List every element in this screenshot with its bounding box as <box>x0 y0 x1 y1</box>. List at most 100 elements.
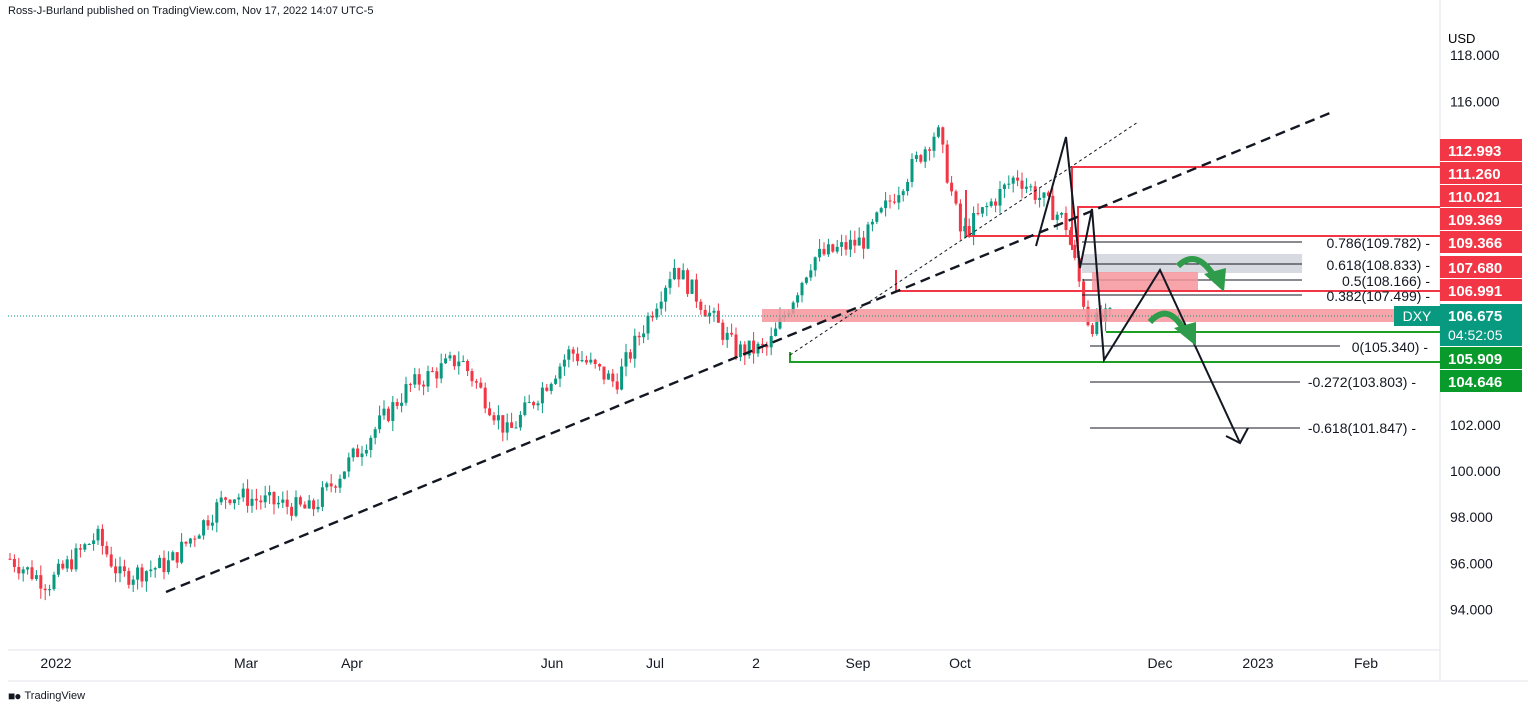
candle-body <box>743 344 747 356</box>
y-axis-ticks: 118.000 116.000 102.000 100.000 98.000 96.000… <box>1450 47 1501 617</box>
candle-body <box>74 548 78 570</box>
candle-body <box>567 349 571 360</box>
candle-body <box>1024 186 1028 189</box>
x-tick-label: Jun <box>541 655 564 671</box>
y-tick-label: 94.000 <box>1450 602 1493 618</box>
symbol-tag[interactable] <box>1394 306 1440 326</box>
candle-body <box>312 500 316 510</box>
candle-body <box>254 498 258 501</box>
projection-arrowhead <box>1225 427 1249 445</box>
candle-body <box>1095 312 1099 334</box>
candle-body <box>61 563 65 569</box>
y-tick-label: 98.000 <box>1450 509 1493 525</box>
candle-body <box>122 566 126 572</box>
candle-body <box>241 488 245 498</box>
candle-body <box>56 563 60 575</box>
candle-body <box>224 497 228 500</box>
candle-body <box>272 492 276 505</box>
candle-body <box>985 206 989 208</box>
candle-body <box>382 408 386 416</box>
candle-body <box>83 544 87 550</box>
candle-body <box>162 557 166 573</box>
candle-body <box>694 279 698 302</box>
candle-body <box>492 415 496 421</box>
candle-body <box>888 200 892 202</box>
x-tick-label: Apr <box>341 655 363 671</box>
inner-trendline-dotted <box>789 121 1139 356</box>
candle-body <box>219 497 223 503</box>
candle-body <box>483 387 487 409</box>
candle-body <box>237 497 241 500</box>
candle-body <box>1033 186 1037 200</box>
x-tick-label: Sep <box>846 655 871 671</box>
candle-body <box>378 415 382 430</box>
candle-body <box>281 499 285 503</box>
candle-body <box>822 248 826 255</box>
candle-body <box>800 282 804 296</box>
candle-body <box>870 221 874 225</box>
candles-layer <box>8 125 1112 601</box>
fib-level-label: 0.618(108.833) - <box>1326 257 1430 273</box>
candle-body <box>813 257 817 271</box>
candle-body <box>593 359 597 364</box>
candle-body <box>690 279 694 294</box>
candle-body <box>989 201 993 207</box>
candle-body <box>1038 197 1042 200</box>
candle-body <box>826 244 830 255</box>
candle-body <box>576 353 580 362</box>
candle-body <box>818 248 822 258</box>
candle-body <box>298 497 302 505</box>
candle-body <box>540 387 544 404</box>
candle-body <box>488 408 492 416</box>
candle-body <box>664 287 668 302</box>
currency-label: USD <box>1448 31 1475 46</box>
candle-body <box>435 371 439 379</box>
x-tick-label: Feb <box>1354 655 1378 671</box>
candle-body <box>417 374 421 385</box>
candle-body <box>285 499 289 507</box>
candle-body <box>127 571 131 585</box>
candle-body <box>571 349 575 354</box>
candle-body <box>950 182 954 192</box>
candle-body <box>998 189 1002 206</box>
candle-body <box>1007 183 1011 185</box>
candle-body <box>972 213 976 236</box>
fib-level-label: 0.5(108.166) - <box>1342 273 1430 289</box>
fib-level-label: -0.272(103.803) - <box>1308 374 1417 390</box>
candle-body <box>809 270 813 278</box>
candle-body <box>716 310 720 323</box>
red-zone-small <box>1092 272 1198 292</box>
candle-body <box>1064 212 1068 231</box>
x-tick-label: 2022 <box>40 655 71 671</box>
price-label-text: 104.646 <box>1448 374 1502 391</box>
x-tick-label: 2 <box>752 655 760 671</box>
countdown-value: 04:52:05 <box>1448 327 1503 343</box>
candle-body <box>637 335 641 338</box>
last-price-value: 106.675 <box>1448 308 1502 325</box>
x-tick-label: 2023 <box>1242 655 1273 671</box>
x-tick-label: Dec <box>1148 655 1173 671</box>
candle-body <box>769 336 773 348</box>
candle-body <box>747 340 751 356</box>
candle-body <box>708 312 712 317</box>
candle-body <box>730 332 734 335</box>
candle-body <box>448 355 452 359</box>
y-tick-label: 100.000 <box>1450 463 1501 479</box>
candle-body <box>562 359 566 367</box>
candle-body <box>1020 180 1024 189</box>
y-tick-label: 116.000 <box>1450 93 1500 109</box>
candle-body <box>848 239 852 250</box>
candle-body <box>386 408 390 421</box>
candle-body <box>466 360 470 372</box>
candle-body <box>188 538 192 544</box>
candle-body <box>360 453 364 458</box>
candle-body <box>624 352 628 367</box>
candle-body <box>109 554 113 567</box>
last-price-tag[interactable] <box>1440 304 1522 346</box>
candle-body <box>1011 177 1015 184</box>
publisher-header: Ross-J-Burland published on TradingView.… <box>8 5 374 17</box>
candle-body <box>602 366 606 380</box>
candle-body <box>395 402 399 406</box>
candle-body <box>1055 214 1059 220</box>
